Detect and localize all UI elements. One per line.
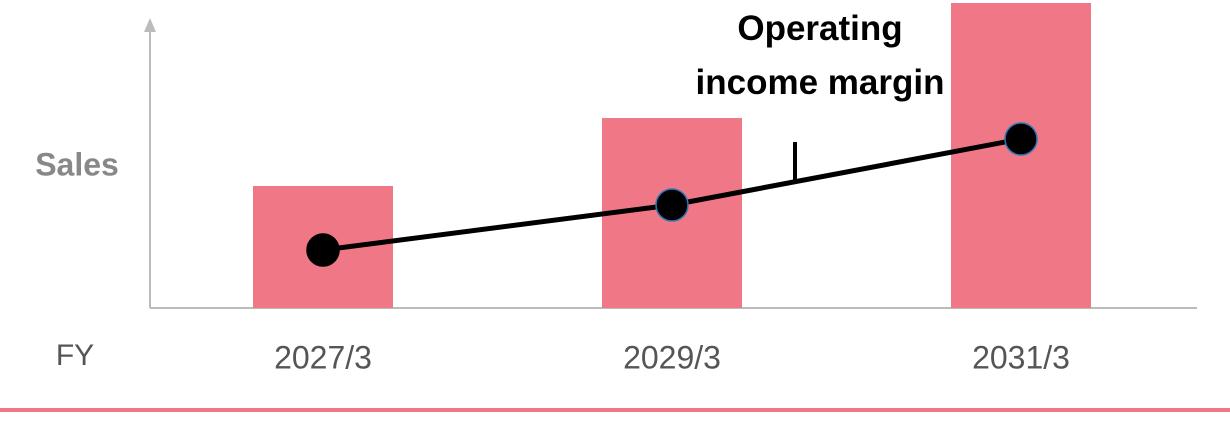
x-tick-label: 2031/3	[972, 339, 1070, 375]
point	[1004, 122, 1038, 156]
point	[306, 233, 340, 267]
y-axis-label: Sales	[35, 146, 119, 182]
point	[655, 188, 689, 222]
x-tick-label: 2029/3	[623, 339, 721, 375]
y-axis-arrow	[144, 18, 156, 32]
x-axis-label: FY	[56, 339, 94, 372]
annotation: Operating income margin	[695, 9, 945, 102]
x-tick-label: 2027/3	[274, 339, 372, 375]
